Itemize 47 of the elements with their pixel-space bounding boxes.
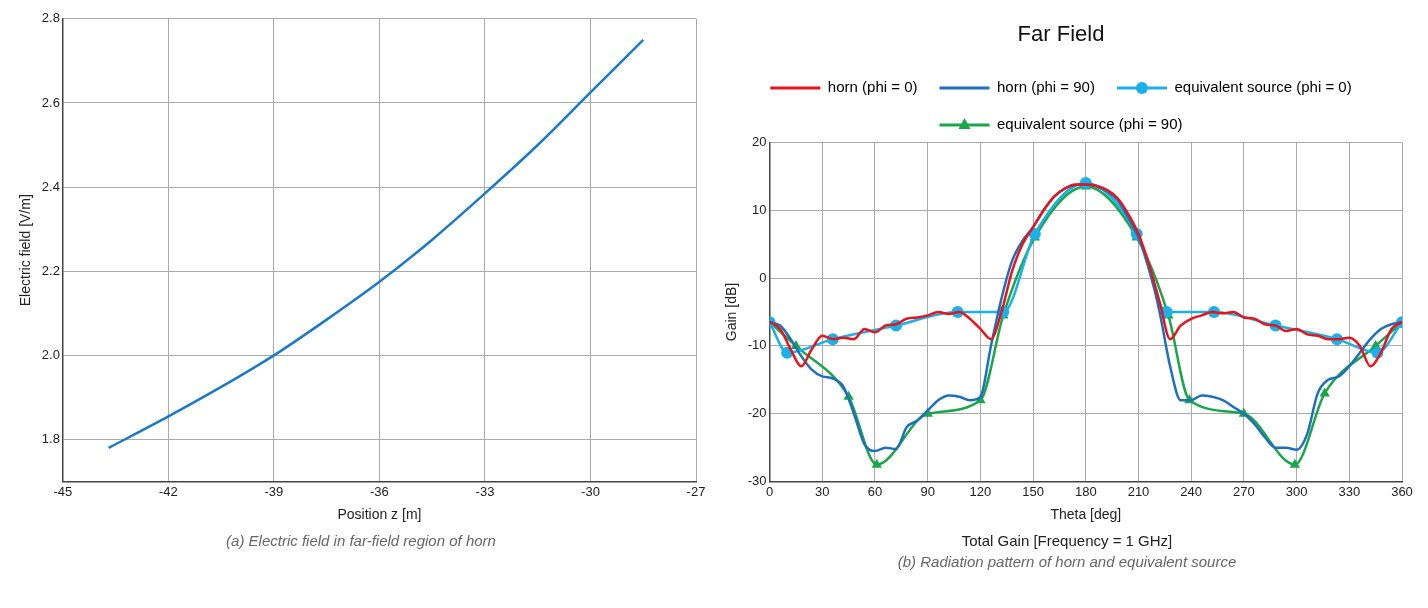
x-tick-label: 330	[1338, 483, 1361, 499]
y-tick-label: 2.6	[41, 94, 60, 110]
x-tick-label: -33	[475, 483, 495, 499]
x-tick-label: -36	[370, 483, 389, 499]
y-tick-label: 2.0	[41, 346, 60, 362]
legend-label: horn (phi = 0)	[827, 78, 918, 96]
y-tick-label: 20	[752, 133, 767, 149]
text: (a) Electric field in far-field region of horn	[226, 532, 496, 549]
x-axis-title: Position z [m]	[337, 506, 422, 523]
x-tick-label: -39	[264, 483, 284, 499]
x-tick-label: 60	[867, 483, 883, 499]
y-axis-title: Electric field [V/m]	[17, 194, 34, 307]
y-tick-label: 0	[759, 269, 767, 285]
point	[1289, 458, 1301, 468]
x-tick-label: 150	[1022, 483, 1044, 499]
x-tick-label: 90	[920, 483, 935, 499]
x-tick-label: 240	[1180, 483, 1203, 499]
x-tick-label: 30	[815, 483, 830, 499]
point	[1028, 227, 1041, 240]
y-tick-label: 1.8	[41, 431, 60, 447]
x-tick-label: 120	[969, 483, 992, 499]
x-tick-label: 210	[1127, 483, 1150, 499]
y-tick-label: -20	[747, 405, 767, 421]
point	[871, 458, 882, 468]
y-tick-label: -10	[747, 337, 767, 353]
chart-title: Far Field	[1017, 21, 1105, 47]
x-tick-label: -42	[158, 483, 178, 499]
y-tick-label: 10	[752, 201, 767, 217]
y-tick-label: -30	[747, 473, 767, 489]
x-axis-title: Theta [deg]	[1050, 506, 1122, 523]
y-tick-label: 2.2	[41, 262, 60, 278]
x-tick-label: 180	[1074, 483, 1097, 499]
x-tick-label: -30	[581, 483, 600, 499]
y-tick-label: 2.8	[41, 10, 60, 26]
legend-label: equivalent source (phi = 0)	[1174, 78, 1352, 96]
legend-label: horn (phi = 90)	[996, 78, 1095, 96]
text: Total Gain [Frequency = 1 GHz]	[961, 532, 1173, 549]
legend-label: equivalent source (phi = 90)	[996, 115, 1183, 133]
x-tick-label: -45	[53, 483, 73, 499]
line-series	[107, 38, 645, 450]
y-axis-title: Gain [dB]	[723, 282, 740, 342]
x-tick-label: -27	[686, 483, 706, 499]
y-tick-label: 2.4	[41, 178, 60, 194]
text: (b) Radiation pattern of horn and equivalent source	[897, 553, 1237, 570]
x-tick-label: 270	[1233, 483, 1255, 499]
x-tick-label: 360	[1391, 483, 1413, 499]
x-tick-label: 300	[1285, 483, 1308, 499]
